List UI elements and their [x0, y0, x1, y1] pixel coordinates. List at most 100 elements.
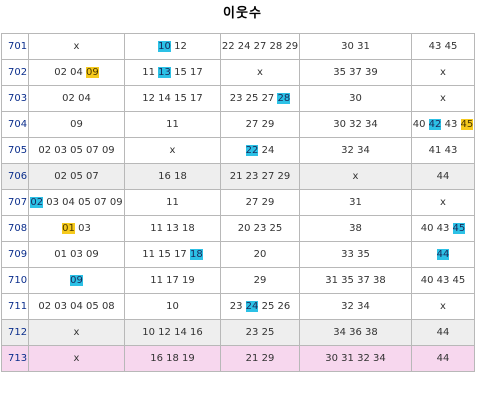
table-cell: 11 13 15 17 — [124, 59, 221, 86]
highlighted-number: 09 — [70, 275, 83, 286]
cell-text: 02 05 07 — [54, 171, 99, 182]
table-cell: 30 31 — [299, 33, 412, 60]
highlighted-number: 42 — [428, 119, 442, 130]
row-id-cell: 704 — [1, 111, 29, 138]
cell-text: 20 — [253, 249, 267, 260]
table-row: 708 01 03 11 13 18 20 23 25 38 40 43 45 — [1, 215, 475, 242]
cell-text: 23 25 — [245, 327, 275, 338]
table-cell: 31 — [299, 189, 412, 216]
table-cell: 44 — [411, 345, 475, 372]
row-id-cell: 711 — [1, 293, 29, 320]
table-cell: 32 34 — [299, 137, 412, 164]
table-cell: 43 45 — [411, 33, 475, 60]
table-cell: 40 43 45 — [411, 215, 475, 242]
table-cell: 10 — [124, 293, 221, 320]
cell-text: 44 — [436, 171, 450, 182]
table-cell: 27 29 — [220, 111, 300, 138]
row-id-cell: 713 — [1, 345, 29, 372]
table-cell: 11 — [124, 189, 221, 216]
cell-text: 11 15 17 — [142, 249, 190, 260]
cell-text: 29 — [253, 275, 267, 286]
table-cell: 23 25 — [220, 319, 300, 346]
row-id-cell: 705 — [1, 137, 29, 164]
table-row: 707 02 03 04 05 07 09 11 27 29 31 x — [1, 189, 475, 216]
table-row: 713 x 16 18 19 21 29 30 31 32 34 44 — [1, 345, 475, 372]
cell-text: 22 24 27 28 29 — [221, 41, 299, 52]
table-cell: x — [411, 85, 475, 112]
table-row: 706 02 05 07 16 18 21 23 27 29 x 44 — [1, 163, 475, 190]
cell-text: 02 03 04 05 08 — [38, 301, 115, 312]
table-row: 702 02 04 09 11 13 15 17 x 35 37 39 x — [1, 59, 475, 86]
cell-text: 12 — [170, 41, 187, 52]
cell-text: 30 32 34 — [333, 119, 378, 130]
table-cell: 23 24 25 26 — [220, 293, 300, 320]
cell-text: 10 12 14 16 — [142, 327, 203, 338]
table-cell: 11 — [124, 111, 221, 138]
row-id-cell: 710 — [1, 267, 29, 294]
row-id-cell: 703 — [1, 85, 29, 112]
table-cell: x — [28, 319, 125, 346]
table-cell: 01 03 — [28, 215, 125, 242]
table-cell: 31 35 37 38 — [299, 267, 412, 294]
cell-text: x — [73, 327, 80, 338]
table-cell: 02 03 05 07 09 — [28, 137, 125, 164]
table-cell: 09 — [28, 267, 125, 294]
table-cell: 34 36 38 — [299, 319, 412, 346]
table-cell: 21 29 — [220, 345, 300, 372]
highlighted-number: 24 — [245, 301, 259, 312]
cell-text: 41 43 — [428, 145, 458, 156]
cell-text: x — [440, 93, 446, 104]
cell-text: 43 — [441, 119, 461, 130]
highlighted-number: 18 — [189, 249, 203, 260]
table-cell: x — [220, 59, 300, 86]
cell-text: 30 31 — [341, 41, 370, 52]
table-row: 710 09 11 17 19 29 31 35 37 38 40 43 45 — [1, 267, 475, 294]
cell-text: 44 — [436, 327, 450, 338]
table-cell: 02 03 04 05 07 09 — [28, 189, 125, 216]
row-id-cell: 707 — [1, 189, 29, 216]
cell-text: 33 35 — [341, 249, 370, 260]
cell-text: 32 34 — [341, 301, 370, 312]
row-id-cell: 701 — [1, 33, 29, 60]
cell-text: 31 — [349, 197, 362, 208]
cell-text: 24 — [258, 145, 275, 156]
cell-text: 32 34 — [341, 145, 370, 156]
cell-text: 40 — [412, 119, 429, 130]
table-cell: 40 43 45 — [411, 267, 475, 294]
table-cell: 02 04 — [28, 85, 125, 112]
cell-text: 02 04 — [54, 67, 87, 78]
highlighted-number: 10 — [158, 41, 171, 52]
table-cell: 11 13 18 — [124, 215, 221, 242]
cell-text: 43 45 — [428, 41, 458, 52]
row-id-cell: 709 — [1, 241, 29, 268]
highlighted-number: 44 — [436, 249, 450, 260]
highlighted-number: 45 — [460, 119, 474, 130]
table-cell: 21 23 27 29 — [220, 163, 300, 190]
row-id-cell: 702 — [1, 59, 29, 86]
cell-text: x — [169, 145, 176, 156]
table-body: 701 x 10 12 22 24 27 28 29 30 31 43 45 702 02 0… — [1, 33, 475, 372]
table-row: 704 09 11 27 29 30 32 34 40 42 43 45 — [1, 111, 475, 138]
cell-text: x — [352, 171, 359, 182]
table-cell: 29 — [220, 267, 300, 294]
highlighted-number: 28 — [277, 93, 291, 104]
table-cell: 40 42 43 45 — [411, 111, 475, 138]
cell-text: 21 29 — [245, 353, 275, 364]
neighbor-number-table: 701 x 10 12 22 24 27 28 29 30 31 43 45 702 02 0… — [1, 33, 475, 372]
cell-text: 30 — [349, 93, 362, 104]
table-cell: 11 15 17 18 — [124, 241, 221, 268]
table-row: 701 x 10 12 22 24 27 28 29 30 31 43 45 — [1, 33, 475, 60]
table-cell: 09 — [28, 111, 125, 138]
cell-text: 11 — [166, 197, 179, 208]
cell-text: 01 03 09 — [54, 249, 99, 260]
cell-text: x — [440, 197, 446, 208]
cell-text: 30 31 32 34 — [325, 353, 386, 364]
table-cell: 22 24 27 28 29 — [220, 33, 300, 60]
table-cell: 38 — [299, 215, 412, 242]
cell-text: 44 — [436, 353, 450, 364]
cell-text: 11 13 18 — [150, 223, 195, 234]
cell-text: 38 — [349, 223, 362, 234]
table-cell: 10 12 — [124, 33, 221, 60]
table-cell: 23 25 27 28 — [220, 85, 300, 112]
highlighted-number: 02 — [30, 197, 44, 208]
